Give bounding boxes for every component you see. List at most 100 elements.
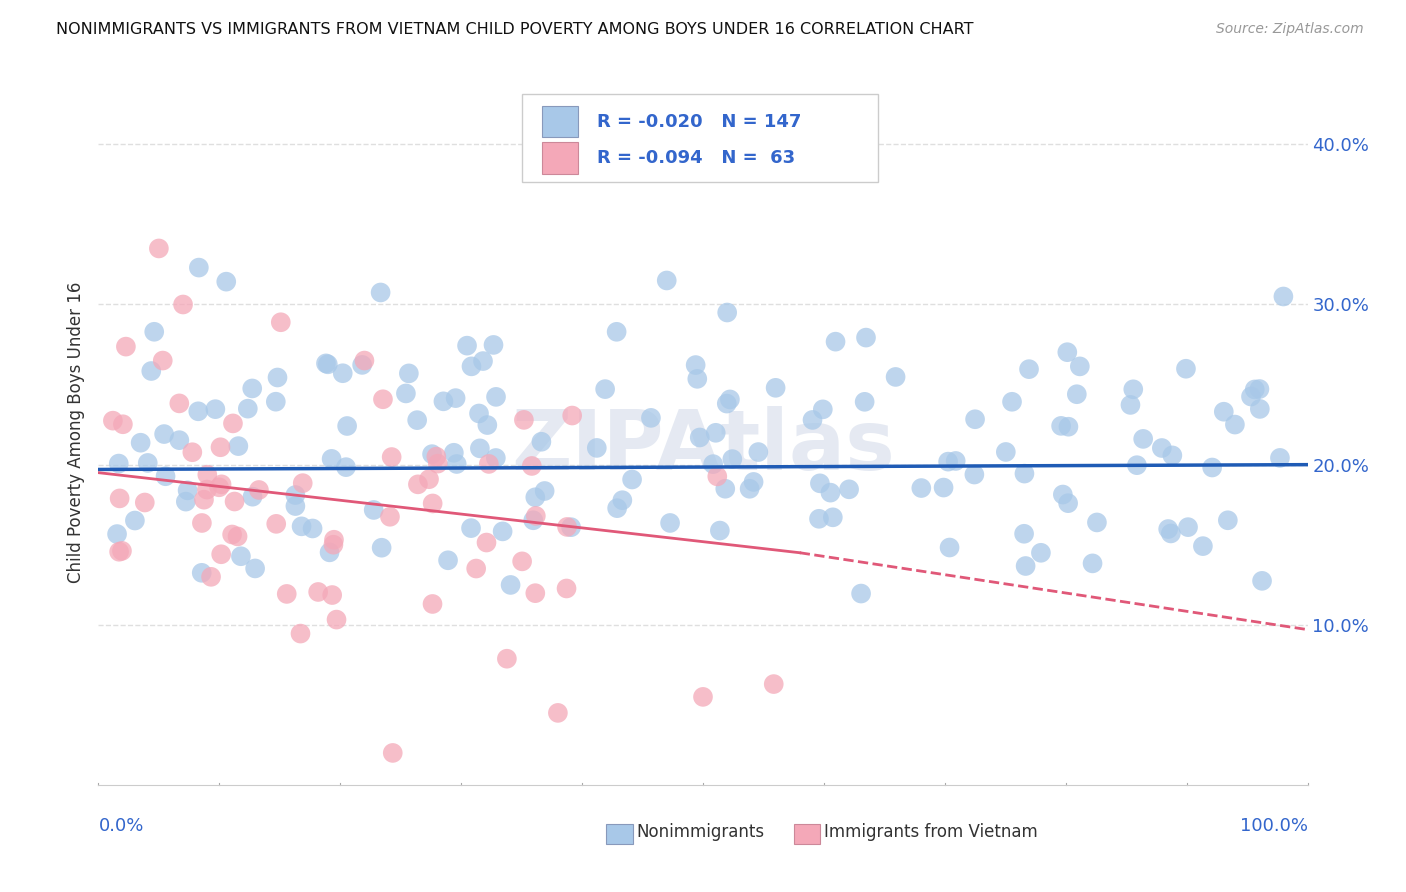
Point xyxy=(1122,382,1144,396)
Text: R = -0.094   N =  63: R = -0.094 N = 63 xyxy=(596,149,794,167)
Point xyxy=(593,382,616,396)
Point xyxy=(101,414,124,428)
Point xyxy=(702,457,724,471)
FancyBboxPatch shape xyxy=(522,95,879,183)
Point xyxy=(446,457,468,471)
Point xyxy=(1012,526,1035,541)
Point xyxy=(716,396,738,410)
Point xyxy=(381,746,404,760)
Point xyxy=(204,402,226,417)
Point xyxy=(655,273,678,287)
Point xyxy=(465,561,488,575)
Point xyxy=(181,445,204,459)
Point xyxy=(191,516,214,530)
Point xyxy=(276,587,298,601)
Point xyxy=(172,297,194,311)
Point xyxy=(195,467,218,482)
Point xyxy=(1216,513,1239,527)
Point xyxy=(124,514,146,528)
Point xyxy=(692,690,714,704)
Point xyxy=(176,483,198,498)
Point xyxy=(640,410,662,425)
Point xyxy=(910,481,932,495)
Point xyxy=(107,457,129,471)
Point xyxy=(422,496,444,510)
Point xyxy=(855,330,877,344)
Point xyxy=(270,315,292,329)
Point xyxy=(301,521,323,535)
Point xyxy=(425,450,447,464)
Point xyxy=(496,651,519,665)
Point xyxy=(371,392,394,407)
Point xyxy=(499,578,522,592)
Point xyxy=(209,440,232,454)
Point xyxy=(236,401,259,416)
Point xyxy=(1014,559,1036,574)
Point xyxy=(1018,362,1040,376)
Point xyxy=(1119,398,1142,412)
Point xyxy=(443,446,465,460)
Point xyxy=(938,541,960,555)
Point xyxy=(533,483,555,498)
Point xyxy=(406,477,429,491)
Point xyxy=(460,359,482,374)
Point xyxy=(524,508,547,523)
Point xyxy=(853,394,876,409)
Point xyxy=(1249,382,1271,396)
FancyBboxPatch shape xyxy=(793,824,820,844)
Point xyxy=(709,524,731,538)
Point xyxy=(352,358,374,372)
Point xyxy=(134,495,156,509)
Text: Immigrants from Vietnam: Immigrants from Vietnam xyxy=(824,823,1038,841)
Point xyxy=(612,493,634,508)
Point xyxy=(215,275,238,289)
Point xyxy=(621,473,644,487)
Point xyxy=(437,553,460,567)
Point xyxy=(1157,522,1180,536)
Point xyxy=(1251,574,1274,588)
Point xyxy=(398,367,420,381)
Point xyxy=(485,450,508,465)
Point xyxy=(226,529,249,543)
Text: 100.0%: 100.0% xyxy=(1240,817,1308,835)
Point xyxy=(560,520,582,534)
Point xyxy=(1174,361,1197,376)
Point xyxy=(478,457,501,471)
Point xyxy=(1132,432,1154,446)
Point xyxy=(195,483,218,497)
Point xyxy=(169,396,191,410)
Point xyxy=(1085,516,1108,530)
Point xyxy=(1014,467,1036,481)
Point xyxy=(370,285,392,300)
Point xyxy=(187,404,209,418)
Point xyxy=(555,520,578,534)
Point xyxy=(1243,383,1265,397)
Text: Source: ZipAtlas.com: Source: ZipAtlas.com xyxy=(1216,22,1364,37)
Point xyxy=(606,325,628,339)
Point xyxy=(513,413,536,427)
Point xyxy=(370,541,392,555)
Point xyxy=(321,588,343,602)
Point xyxy=(716,305,738,319)
Point xyxy=(1268,450,1291,465)
Point xyxy=(315,356,337,370)
Point xyxy=(485,390,508,404)
Point xyxy=(738,482,761,496)
Point xyxy=(1066,387,1088,401)
Text: Nonimmigrants: Nonimmigrants xyxy=(637,823,765,841)
Point xyxy=(1069,359,1091,374)
Point xyxy=(290,519,312,533)
Point xyxy=(420,447,443,461)
Point xyxy=(209,547,232,561)
Point xyxy=(316,357,339,371)
Point xyxy=(685,358,707,372)
Point xyxy=(284,488,307,502)
Point xyxy=(247,483,270,497)
Point xyxy=(1160,526,1182,541)
Point xyxy=(1081,557,1104,571)
FancyBboxPatch shape xyxy=(606,824,633,844)
Point xyxy=(1050,418,1073,433)
Point xyxy=(704,425,727,440)
Point xyxy=(444,391,467,405)
Point xyxy=(108,491,131,506)
